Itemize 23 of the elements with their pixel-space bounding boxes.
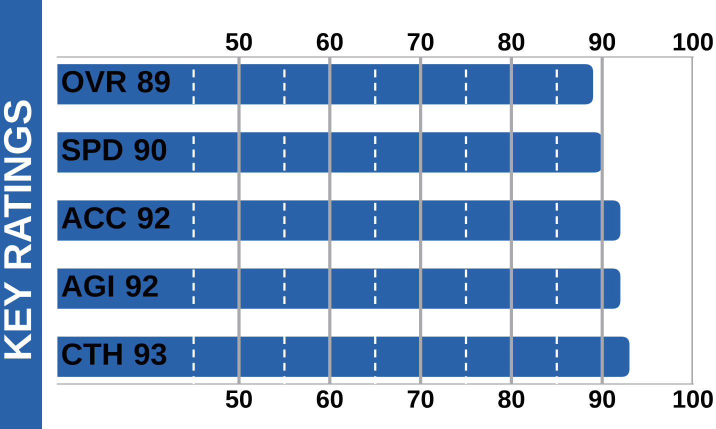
x2-tick-label: 70 — [408, 390, 434, 408]
x2-tick-label: 60 — [316, 390, 343, 408]
y-tick-label: ACC — [62, 207, 126, 229]
x2-tick-label: 100 — [674, 390, 713, 408]
y-tick-label: CTH — [62, 343, 122, 365]
x-tick-label: 100 — [674, 32, 713, 51]
x-tick-label: 90 — [589, 32, 616, 51]
x2-tick-label: 80 — [498, 390, 524, 408]
data-label: 89 — [138, 70, 170, 92]
x-tick-label: 80 — [498, 32, 524, 51]
text: KEY RATINGS — [4, 100, 32, 359]
data-label: 93 — [134, 343, 166, 365]
data-label: 92 — [138, 207, 170, 229]
y-tick-label: AGI — [62, 275, 114, 297]
x2-tick-label: 50 — [226, 390, 252, 408]
x-tick-label: 50 — [226, 32, 252, 51]
x-tick-label: 70 — [408, 32, 434, 51]
x-tick-label: 60 — [316, 32, 343, 51]
data-label: 92 — [126, 275, 158, 297]
y-tick-label: SPD — [62, 138, 122, 161]
y-tick-label: OVR — [62, 70, 126, 92]
x2-tick-label: 90 — [589, 390, 616, 408]
data-label: 90 — [134, 138, 166, 161]
